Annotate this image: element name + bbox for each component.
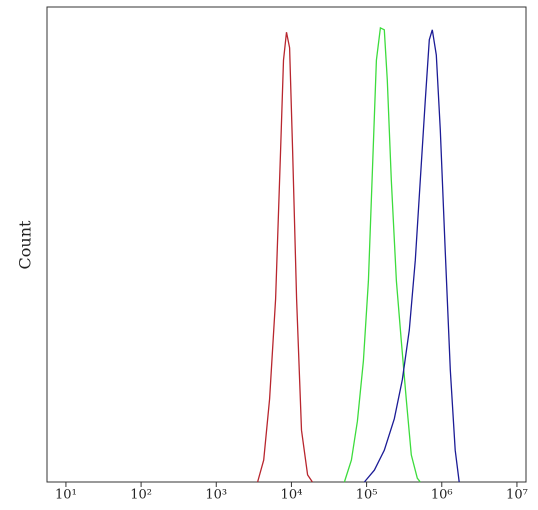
histogram-line [343,26,421,483]
x-tick-label: 10¹ [55,488,77,503]
x-tick-label: 10⁶ [431,488,453,503]
x-tick-label: 10⁵ [356,488,378,503]
histogram-line [256,32,313,483]
x-tick-label: 10² [130,488,152,503]
x-tick-label: 10⁴ [281,488,303,503]
y-axis-label: Count [16,220,35,269]
x-tick-label: 10³ [205,488,227,503]
plot-frame [46,6,527,483]
x-tick-label: 10⁷ [506,488,528,503]
histogram-line [363,29,460,483]
